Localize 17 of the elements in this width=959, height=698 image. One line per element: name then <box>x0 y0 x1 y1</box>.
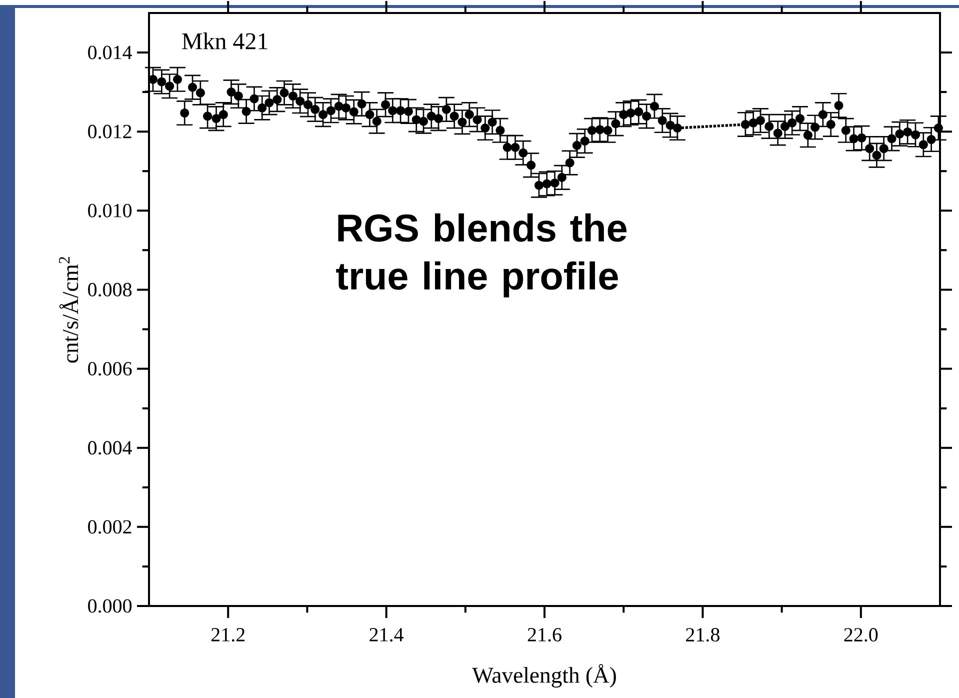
y-tick-label: 0.004 <box>88 441 132 455</box>
y-tick-label: 0.008 <box>88 282 132 297</box>
x-tick-label: 21.2 <box>211 628 244 642</box>
x-tick-label: 21.8 <box>686 628 720 642</box>
y-tick-label: 0.010 <box>88 204 132 218</box>
x-tick-label: 22.0 <box>844 628 878 642</box>
annotation: Mkn 421 <box>182 32 268 50</box>
y-tick-label: 0.014 <box>88 46 132 60</box>
x-axis-title: Wavelength (Å) <box>472 664 616 688</box>
y-tick-label: 0.006 <box>88 362 132 376</box>
x-tick-label: 21.4 <box>370 628 404 642</box>
x-tick-label: 21.6 <box>528 628 562 642</box>
y-tick-label: 0.002 <box>88 520 132 534</box>
annotation: RGS blends the true line profile <box>336 213 626 298</box>
y-tick-label: 0.012 <box>88 124 132 138</box>
y-axis-title: cnt/s/Å/cm$^{2}$ <box>59 256 78 363</box>
y-tick-label: 0.000 <box>88 599 132 613</box>
